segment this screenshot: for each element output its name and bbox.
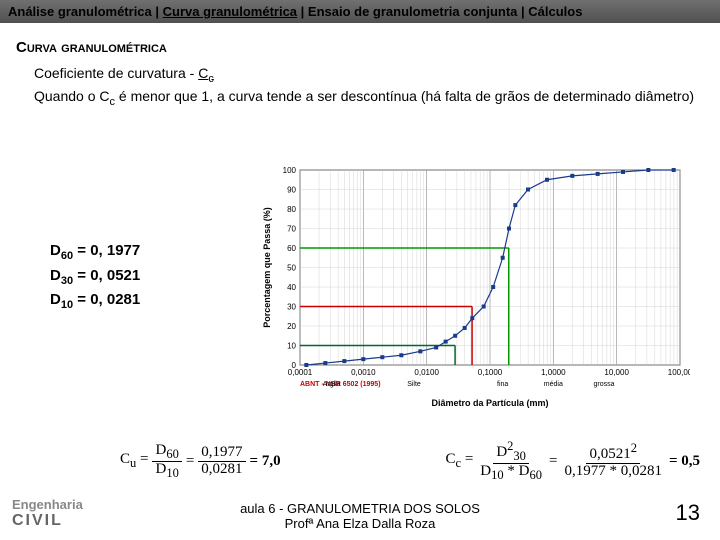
svg-text:grossa: grossa [593,381,614,388]
svg-text:fina: fina [497,381,508,388]
section-title: Curva granulométrica [16,39,720,56]
d-values: D60 = 0, 1977 D30 = 0, 0521 D10 = 0, 028… [50,240,140,314]
svg-text:90: 90 [287,186,296,195]
svg-text:0,0010: 0,0010 [351,368,376,377]
svg-text:Diâmetro da Partícula (mm): Diâmetro da Partícula (mm) [431,398,548,408]
crumb-1: Análise granulométrica [8,4,152,19]
svg-text:média: média [544,381,563,388]
svg-text:100,00: 100,00 [668,368,690,377]
granulometric-chart: 0,00010,00100,01000,10001,000010,000100,… [260,160,690,410]
svg-text:Silte: Silte [407,381,421,388]
crumb-2-active: Curva granulométrica [163,4,297,19]
svg-text:30: 30 [287,303,296,312]
svg-text:1,0000: 1,0000 [541,368,566,377]
svg-text:70: 70 [287,225,296,234]
crumb-4: Cálculos [528,4,582,19]
svg-text:10,000: 10,000 [604,368,629,377]
equations-row: Cu = D60D10 = 0,19770,0281 = 7,0 Cc = D2… [120,440,700,482]
breadcrumb-bar: Análise granulométrica | Curva granulomé… [0,0,720,23]
svg-text:50: 50 [287,264,296,273]
svg-text:0: 0 [292,361,297,370]
footer: aula 6 - GRANULOMETRIA DOS SOLOS Profª A… [0,501,720,532]
svg-text:60: 60 [287,244,296,253]
svg-text:100: 100 [283,166,297,175]
svg-text:0,0100: 0,0100 [414,368,439,377]
svg-text:40: 40 [287,283,296,292]
svg-text:Argila: Argila [323,381,341,388]
cu-equation: Cu = D60D10 = 0,19770,0281 = 7,0 [120,440,281,482]
svg-text:Porcentagem que Passa (%): Porcentagem que Passa (%) [262,207,272,328]
body-paragraph: Coeficiente de curvatura - Cc Quando o C… [34,64,700,109]
cc-equation: Cc = D230D10 * D60 = 0,052120,1977 * 0,0… [445,440,700,482]
svg-text:0,1000: 0,1000 [478,368,503,377]
svg-text:20: 20 [287,322,296,331]
svg-text:10: 10 [287,342,296,351]
page-number: 13 [676,500,700,526]
crumb-3: Ensaio de granulometria conjunta [308,4,517,19]
svg-text:80: 80 [287,205,296,214]
